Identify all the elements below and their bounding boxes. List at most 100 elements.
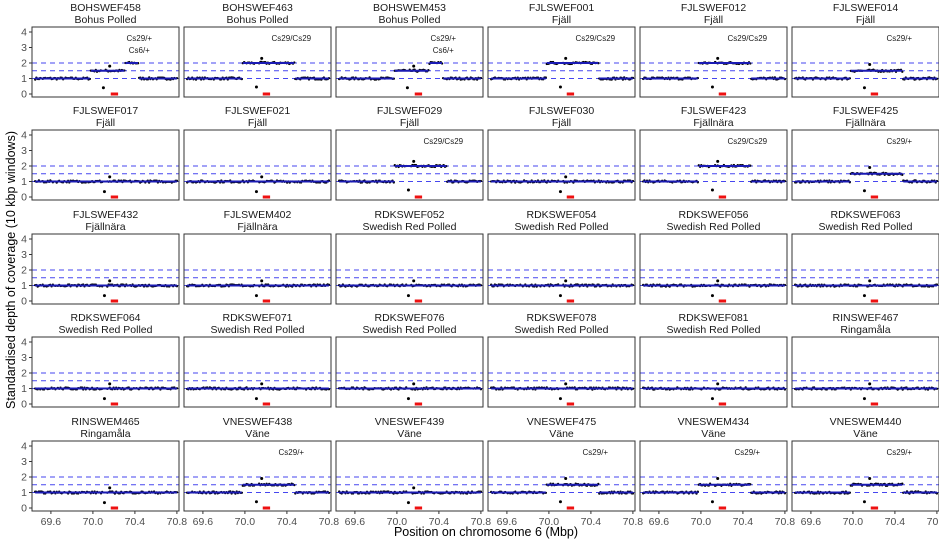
panel-sample-id: RINSWEM465 <box>71 416 139 428</box>
y-tick-label: 1 <box>21 280 27 292</box>
data-points <box>34 382 179 401</box>
x-tick-label: 70.4 <box>277 516 298 528</box>
data-points <box>186 382 331 401</box>
panel-sample-id: BOHSWEF458 <box>70 2 141 14</box>
panel-breed: Swedish Red Polled <box>515 324 609 336</box>
panel-border <box>31 26 180 98</box>
region-marker <box>414 402 423 406</box>
y-tick-label: 2 <box>21 472 27 484</box>
region-marker <box>718 402 727 406</box>
spike-point <box>412 64 416 68</box>
panel-breed: Väne <box>397 428 422 440</box>
panel-breed: Fjäll <box>856 14 875 26</box>
panel-border <box>639 336 788 408</box>
y-tick-label: 0 <box>21 89 27 101</box>
panel-breed: Fjällnära <box>693 117 733 129</box>
data-points <box>794 166 939 193</box>
spike-point <box>108 279 112 283</box>
panel-border <box>487 129 636 201</box>
dip-point <box>102 501 106 505</box>
data-points <box>490 279 635 298</box>
panel-breed: Swedish Red Polled <box>363 221 457 233</box>
panel-breed: Swedish Red Polled <box>363 324 457 336</box>
panel-sample-id: FJLSWEF014 <box>833 2 899 14</box>
dip-point <box>862 500 866 504</box>
panel-sample-id: FJLSWEF030 <box>529 105 595 117</box>
spike-point <box>564 279 568 283</box>
data-points <box>186 175 331 194</box>
panel-sample-id: FJLSWEF001 <box>529 2 595 14</box>
x-tick-label: 70.8 <box>319 516 340 528</box>
spike-point <box>260 382 264 386</box>
region-marker <box>718 92 727 96</box>
dip-point <box>254 500 258 504</box>
x-tick-label: 70.0 <box>691 516 712 528</box>
data-points <box>794 63 939 90</box>
dip-point <box>405 86 409 90</box>
panel-border <box>183 26 332 98</box>
dip-point <box>710 294 714 298</box>
region-marker <box>718 299 727 303</box>
data-points <box>490 56 635 89</box>
dip-point <box>102 190 106 194</box>
panel-sample-id: RDKSWEF071 <box>222 312 292 324</box>
panel-breed: Swedish Red Polled <box>667 324 761 336</box>
y-tick-label: 3 <box>21 42 27 54</box>
y-tick-label: 4 <box>21 27 27 39</box>
spike-point <box>716 477 720 481</box>
x-tick-label: 69.6 <box>801 516 822 528</box>
data-points <box>642 159 787 192</box>
panel-sample-id: FJLSWEF021 <box>225 105 291 117</box>
panel-breed: Swedish Red Polled <box>515 221 609 233</box>
panel-sample-id: VNESWEF475 <box>527 416 597 428</box>
panel-sample-id: FJLSWEF425 <box>833 105 899 117</box>
panel-breed: Bohus Polled <box>75 14 137 26</box>
panel-border <box>487 26 636 98</box>
region-marker <box>262 195 271 199</box>
genotype-label: Cs6/+ <box>129 46 150 55</box>
data-points <box>34 60 179 90</box>
spike-point <box>412 382 416 386</box>
panel-breed: Väne <box>549 428 574 440</box>
dip-point <box>254 397 258 401</box>
panel-border <box>639 440 788 512</box>
region-marker <box>566 299 575 303</box>
dip-point <box>558 500 562 504</box>
panel-sample-id: RDKSWEF076 <box>374 312 444 324</box>
dip-point <box>862 397 866 401</box>
y-tick-label: 1 <box>21 383 27 395</box>
spike-point <box>868 477 872 481</box>
data-points <box>338 486 483 505</box>
genotype-label: Cs6/+ <box>433 46 454 55</box>
region-marker <box>110 195 119 199</box>
genotype-label: Cs29/Cs29 <box>576 34 616 43</box>
spike-point <box>564 477 568 481</box>
spike-point <box>260 279 264 283</box>
panel-breed: Swedish Red Polled <box>819 221 913 233</box>
spike-point <box>260 175 264 179</box>
panel-breed: Fjäll <box>552 14 571 26</box>
data-points <box>338 159 483 192</box>
data-points <box>34 279 179 298</box>
panel-breed: Fjäll <box>704 14 723 26</box>
panel-sample-id: FJLSWEM402 <box>224 209 292 221</box>
x-axis-title: Position on chromosome 6 (Mbp) <box>394 525 578 539</box>
panel-sample-id: FJLSWEF017 <box>73 105 139 117</box>
x-tick-label: 69.6 <box>345 516 366 528</box>
panel-border <box>487 233 636 305</box>
data-points <box>794 382 939 401</box>
panel-border <box>31 129 180 201</box>
genotype-label: Cs29/+ <box>583 448 609 457</box>
panel-sample-id: FJLSWEF012 <box>681 2 747 14</box>
x-tick-label: 70.8 <box>927 516 939 528</box>
region-marker <box>566 506 575 510</box>
